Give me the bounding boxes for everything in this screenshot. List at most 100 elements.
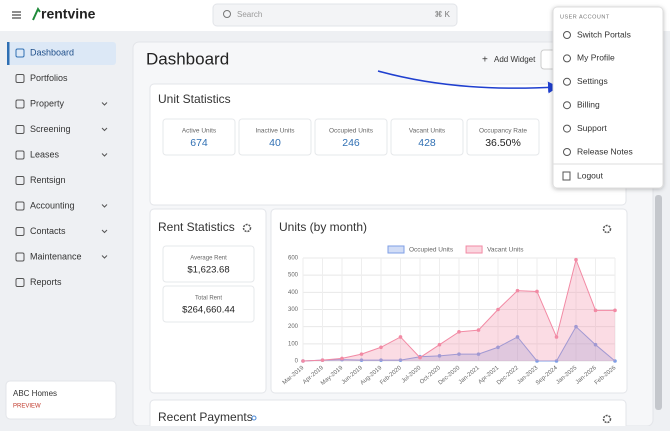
stat-box — [162, 118, 236, 156]
card-title: Rent Statistics — [158, 220, 235, 234]
nav-icon — [15, 176, 25, 185]
nav-icon — [15, 150, 25, 160]
chart-title: Units (by month) — [279, 220, 367, 234]
menu-icon — [563, 31, 571, 39]
nav-item[interactable]: Leases — [30, 149, 60, 159]
nav-icon — [15, 74, 25, 83]
point — [593, 342, 598, 347]
units-chart-card — [270, 208, 628, 394]
stat-value: $264,660.44 — [182, 305, 235, 316]
stat-box — [466, 118, 540, 156]
stat-box — [238, 118, 312, 156]
nav-item[interactable]: Maintenance — [30, 251, 82, 261]
account-card[interactable] — [5, 380, 117, 420]
stat-box — [162, 245, 255, 283]
chevron — [101, 102, 108, 106]
y-tick-label: 400 — [288, 290, 299, 296]
account-name: ABC Homes — [13, 389, 57, 398]
logout-icon — [562, 171, 571, 181]
card-title: Recent Payments — [158, 410, 253, 424]
point — [359, 358, 364, 362]
menu-icon — [563, 124, 571, 133]
point — [535, 359, 539, 363]
point — [496, 307, 500, 312]
stat-box — [314, 118, 388, 156]
stat-label: Average Rent — [190, 256, 227, 262]
nav-icon — [15, 227, 25, 236]
info-icon — [251, 415, 257, 421]
menu-item[interactable]: Switch Portals — [577, 29, 631, 39]
point — [418, 355, 422, 360]
add-widget-button[interactable]: Add Widget — [494, 55, 536, 64]
menu-button[interactable] — [12, 11, 21, 19]
stat-value: 246 — [342, 137, 360, 149]
point — [359, 352, 364, 356]
point — [301, 359, 305, 363]
menu-item[interactable]: Support — [577, 123, 607, 133]
stat-label: Active Units — [182, 128, 217, 135]
recent-payments-card — [149, 399, 627, 431]
point — [457, 330, 461, 334]
chevron — [101, 153, 108, 157]
legend-label: Vacant Units — [487, 247, 524, 254]
area-fill — [303, 259, 615, 361]
logo-mark — [32, 6, 41, 21]
point — [496, 345, 500, 350]
point — [613, 359, 617, 363]
nav-item[interactable]: Reports — [30, 277, 62, 287]
nav-item[interactable]: Property — [30, 98, 65, 108]
nav-icon — [15, 99, 25, 109]
search-box[interactable] — [212, 3, 458, 27]
stat-value: 36.50% — [485, 137, 521, 149]
point — [535, 289, 539, 294]
menu-item[interactable]: My Profile — [577, 53, 615, 63]
y-tick-label: 200 — [288, 324, 299, 330]
user-menu: USER ACCOUNT Logout Switch Portals My Pro… — [552, 6, 664, 189]
y-tick-label: 300 — [288, 307, 299, 313]
nav-item[interactable]: Dashboard — [30, 47, 74, 57]
nav-active-bar — [7, 42, 10, 65]
menu-item[interactable]: Settings — [577, 76, 608, 86]
stat-box — [390, 118, 464, 156]
nav-item[interactable]: Rentsign — [30, 175, 66, 185]
search-shortcut: ⌘ K — [434, 10, 450, 19]
settings-icon[interactable] — [602, 414, 612, 424]
point — [574, 257, 578, 262]
point — [593, 308, 598, 313]
nav-item[interactable]: Screening — [30, 124, 71, 134]
legend-label: Occupied Units — [409, 247, 454, 254]
settings-icon[interactable] — [602, 224, 612, 234]
nav-item[interactable]: Portfolios — [30, 73, 68, 83]
page-title: Dashboard — [146, 49, 229, 68]
stat-value: $1,623.68 — [187, 265, 229, 276]
menu-item[interactable]: Release Notes — [577, 146, 633, 156]
menu-icon — [563, 101, 571, 110]
user-menu-panel — [552, 6, 664, 189]
y-tick-label: 500 — [288, 273, 299, 279]
point — [515, 335, 520, 339]
menu-item[interactable]: Billing — [577, 99, 600, 109]
point — [437, 354, 442, 358]
point — [476, 328, 481, 332]
stat-value: 674 — [190, 137, 208, 149]
point — [437, 342, 442, 347]
chevron — [101, 255, 108, 259]
add-widget-plus: + — [482, 55, 488, 66]
point — [398, 358, 403, 362]
stat-label: Vacant Units — [409, 128, 446, 135]
y-tick-label: 600 — [288, 256, 299, 262]
nav-item[interactable]: Contacts — [30, 226, 66, 236]
point — [320, 358, 325, 362]
point — [398, 335, 403, 339]
nav-icon — [15, 125, 25, 134]
menu-icon — [563, 148, 571, 156]
annotation-arrow — [377, 70, 559, 94]
card-title: Unit Statistics — [158, 92, 231, 106]
scrollbar[interactable] — [655, 195, 662, 410]
nav-item[interactable]: Accounting — [30, 200, 75, 210]
search-placeholder: Search — [237, 10, 262, 19]
brand[interactable]: rentvine — [41, 6, 96, 22]
menu-item[interactable]: Logout — [577, 170, 604, 180]
settings-icon[interactable] — [242, 223, 252, 233]
